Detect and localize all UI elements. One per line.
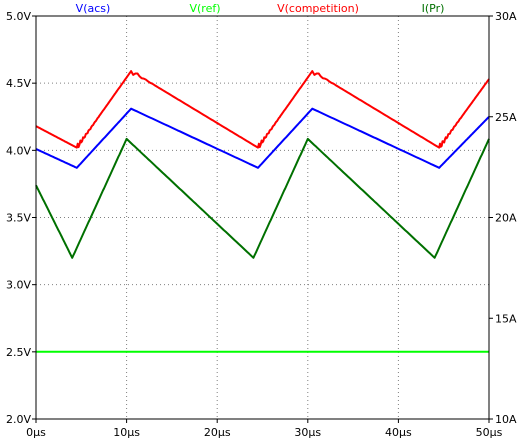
y-left-tick-label: 3.0V (6, 279, 31, 292)
series-line-v-competition (35, 70, 490, 149)
y-right-tick-label: 20A (495, 212, 517, 225)
x-tick-label: 40µs (385, 426, 412, 439)
x-tick-label: 30µs (294, 426, 321, 439)
series-line-v-acs (35, 107, 490, 169)
grid-lines (36, 16, 489, 419)
y-left-tick-label: 2.5V (6, 346, 31, 359)
legend-entry-v-acs: V(acs) (76, 2, 111, 15)
y-right-tick-label: 15A (495, 312, 517, 325)
x-tick-label: 0µs (26, 426, 46, 439)
axis-ticks: 0µs 10µs 20µs 30µs 40µs 50µs 2.0V 2.5V 3.0V 3.5V 4… (6, 10, 517, 439)
series-lines (35, 70, 490, 353)
y-right-tick-label: 30A (495, 10, 517, 23)
y-left-tick-label: 4.5V (6, 77, 31, 90)
x-tick-label: 10µs (113, 426, 140, 439)
legend-entry-v-competition: V(competition) (277, 2, 359, 15)
series-line-i-pr (35, 137, 490, 259)
y-left-tick-label: 4.0V (6, 144, 31, 157)
legend: V(acs) V(ref) V(competition) I(Pr) (76, 2, 445, 15)
x-tick-label: 20µs (204, 426, 231, 439)
y-right-tick-label: 25A (495, 111, 517, 124)
y-left-tick-label: 5.0V (6, 10, 31, 23)
y-left-tick-label: 2.0V (6, 413, 31, 426)
y-right-tick-label: 10A (495, 413, 517, 426)
legend-entry-i-pr: I(Pr) (422, 2, 445, 15)
x-tick-label: 50µs (476, 426, 503, 439)
plot-frame (35, 15, 490, 420)
legend-entry-v-ref: V(ref) (189, 2, 220, 15)
y-left-tick-label: 3.5V (6, 212, 31, 225)
